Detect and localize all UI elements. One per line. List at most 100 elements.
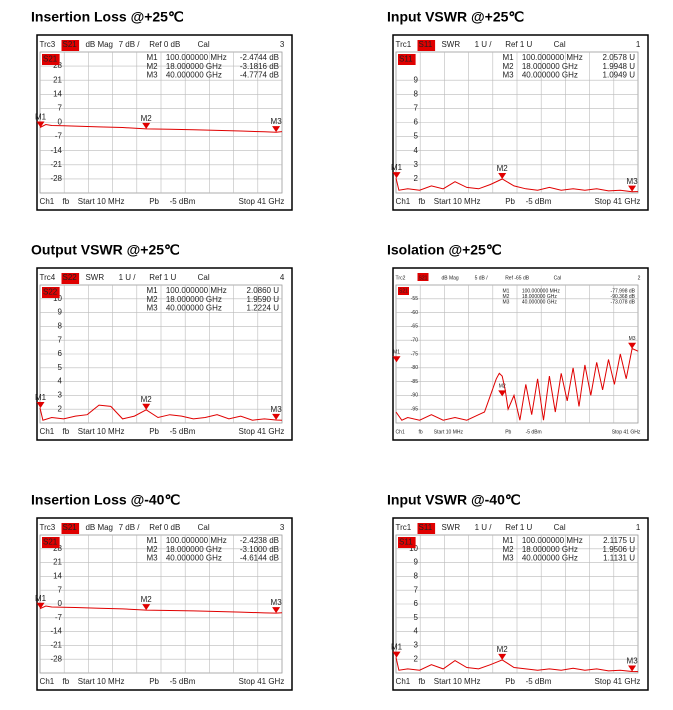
- marker-tag: M1: [35, 393, 47, 402]
- marker-value: -73.078 dB: [611, 299, 636, 305]
- header-item: Cal: [198, 40, 210, 49]
- marker-value: -4.7774 dB: [240, 71, 279, 80]
- y-tick-label: 4: [414, 146, 419, 155]
- footer-item: fb: [63, 197, 70, 206]
- y-tick-label: 5: [58, 363, 63, 372]
- y-tick-label: 4: [58, 377, 63, 386]
- marker-freq: 18.000000 GHz: [522, 62, 578, 71]
- marker-name: M1: [146, 536, 158, 545]
- marker-value: -77.998 dB: [611, 288, 636, 294]
- marker-tag: M2: [499, 384, 506, 390]
- footer-item: Start 10 MHz: [434, 197, 481, 206]
- header-item: S22: [63, 273, 78, 282]
- header-item: Ref -65 dB: [505, 275, 530, 281]
- marker: [36, 602, 45, 609]
- header-item: 7 dB /: [119, 523, 141, 532]
- marker: [36, 402, 45, 409]
- footer-item: Stop 41 GHz: [595, 197, 641, 206]
- trace: [39, 404, 283, 421]
- y-tick-label: 6: [58, 349, 63, 358]
- marker-name: M2: [502, 545, 514, 554]
- header-item: Cal: [198, 273, 210, 282]
- marker-name: M3: [502, 71, 514, 80]
- marker-freq: 100.000000 MHz: [522, 536, 583, 545]
- footer-item: Pb: [149, 197, 159, 206]
- y-tick-label: 8: [414, 89, 419, 98]
- y-tick-label: -7: [55, 613, 63, 622]
- header-item: dB Mag: [85, 523, 113, 532]
- footer-item: Start 10 MHz: [434, 429, 464, 435]
- marker-tag: M3: [627, 657, 639, 666]
- header-item: Trc2: [396, 275, 406, 281]
- marker: [392, 356, 401, 363]
- marker-tag: M2: [141, 114, 153, 123]
- chart-title: Insertion Loss @-40℃: [31, 492, 180, 508]
- trace-badge: [417, 523, 436, 534]
- y-tick-label: 10: [53, 294, 62, 303]
- footer-item: -5 dBm: [526, 197, 552, 206]
- y-tick-label: 8: [414, 572, 419, 581]
- footer-item: Start 10 MHz: [78, 677, 125, 686]
- trace-label: S21: [43, 538, 58, 547]
- marker: [272, 607, 281, 614]
- header-item: 1: [636, 523, 641, 532]
- y-tick-label: 0: [58, 118, 63, 127]
- y-tick-label: -14: [50, 627, 62, 636]
- y-tick-label: -65: [411, 324, 418, 330]
- trace: [395, 657, 639, 673]
- marker-freq: 18.000000 GHz: [166, 295, 222, 304]
- header-item: S21: [419, 275, 428, 281]
- marker-value: -90.368 dB: [611, 294, 636, 300]
- footer-item: Stop 41 GHz: [239, 677, 285, 686]
- marker-tag: M3: [627, 177, 639, 186]
- footer-item: -5 dBm: [526, 429, 542, 435]
- marker-tag: M3: [629, 336, 636, 342]
- marker-tag: M1: [391, 643, 403, 652]
- header-item: 5 dB /: [475, 275, 489, 281]
- y-tick-label: -90: [411, 393, 418, 399]
- marker-name: M1: [146, 53, 158, 62]
- header-item: SWR: [441, 40, 460, 49]
- footer-item: Pb: [505, 677, 515, 686]
- header-item: S21: [63, 40, 78, 49]
- header-item: Cal: [554, 275, 562, 281]
- trace-badge: [61, 273, 80, 284]
- trace-label-box: [42, 287, 60, 298]
- marker-value: 1.2224 U: [247, 304, 280, 313]
- marker-tag: M3: [271, 117, 283, 126]
- trace-badge: [417, 273, 429, 281]
- header-item: S21: [63, 523, 78, 532]
- header-item: 1 U /: [475, 40, 493, 49]
- chart-title: Input VSWR @-40℃: [387, 492, 521, 508]
- header-item: dB Mag: [441, 275, 458, 281]
- marker: [628, 665, 637, 672]
- marker-freq: 18.000000 GHz: [166, 545, 222, 554]
- marker-name: M3: [146, 554, 158, 563]
- y-tick-label: 2: [414, 174, 419, 183]
- marker-freq: 100.000000 MHz: [522, 53, 583, 62]
- footer-item: Stop 41 GHz: [239, 427, 285, 436]
- marker-tag: M1: [35, 113, 47, 122]
- header-item: Trc4: [40, 273, 56, 282]
- marker-name: M1: [146, 286, 158, 295]
- marker-value: 2.1175 U: [603, 536, 635, 545]
- y-tick-label: 5: [414, 613, 419, 622]
- footer-item: Start 10 MHz: [78, 197, 125, 206]
- y-tick-label: 9: [414, 558, 419, 567]
- y-tick-label: 2: [414, 654, 419, 663]
- marker-value: 2.0860 U: [247, 286, 280, 295]
- footer-item: -5 dBm: [170, 427, 196, 436]
- marker-freq: 100.000000 MHz: [522, 288, 561, 294]
- footer-item: fb: [419, 197, 426, 206]
- marker-tag: M3: [271, 405, 283, 414]
- footer-item: Stop 41 GHz: [595, 677, 641, 686]
- marker: [498, 172, 507, 179]
- header-item: 4: [280, 273, 285, 282]
- header-item: SWR: [85, 273, 104, 282]
- header-item: Trc1: [396, 523, 412, 532]
- footer-item: -5 dBm: [170, 677, 196, 686]
- header-item: Trc1: [396, 40, 412, 49]
- marker-name: M2: [146, 295, 158, 304]
- y-tick-label: 28: [53, 61, 62, 70]
- y-tick-label: -70: [411, 338, 418, 344]
